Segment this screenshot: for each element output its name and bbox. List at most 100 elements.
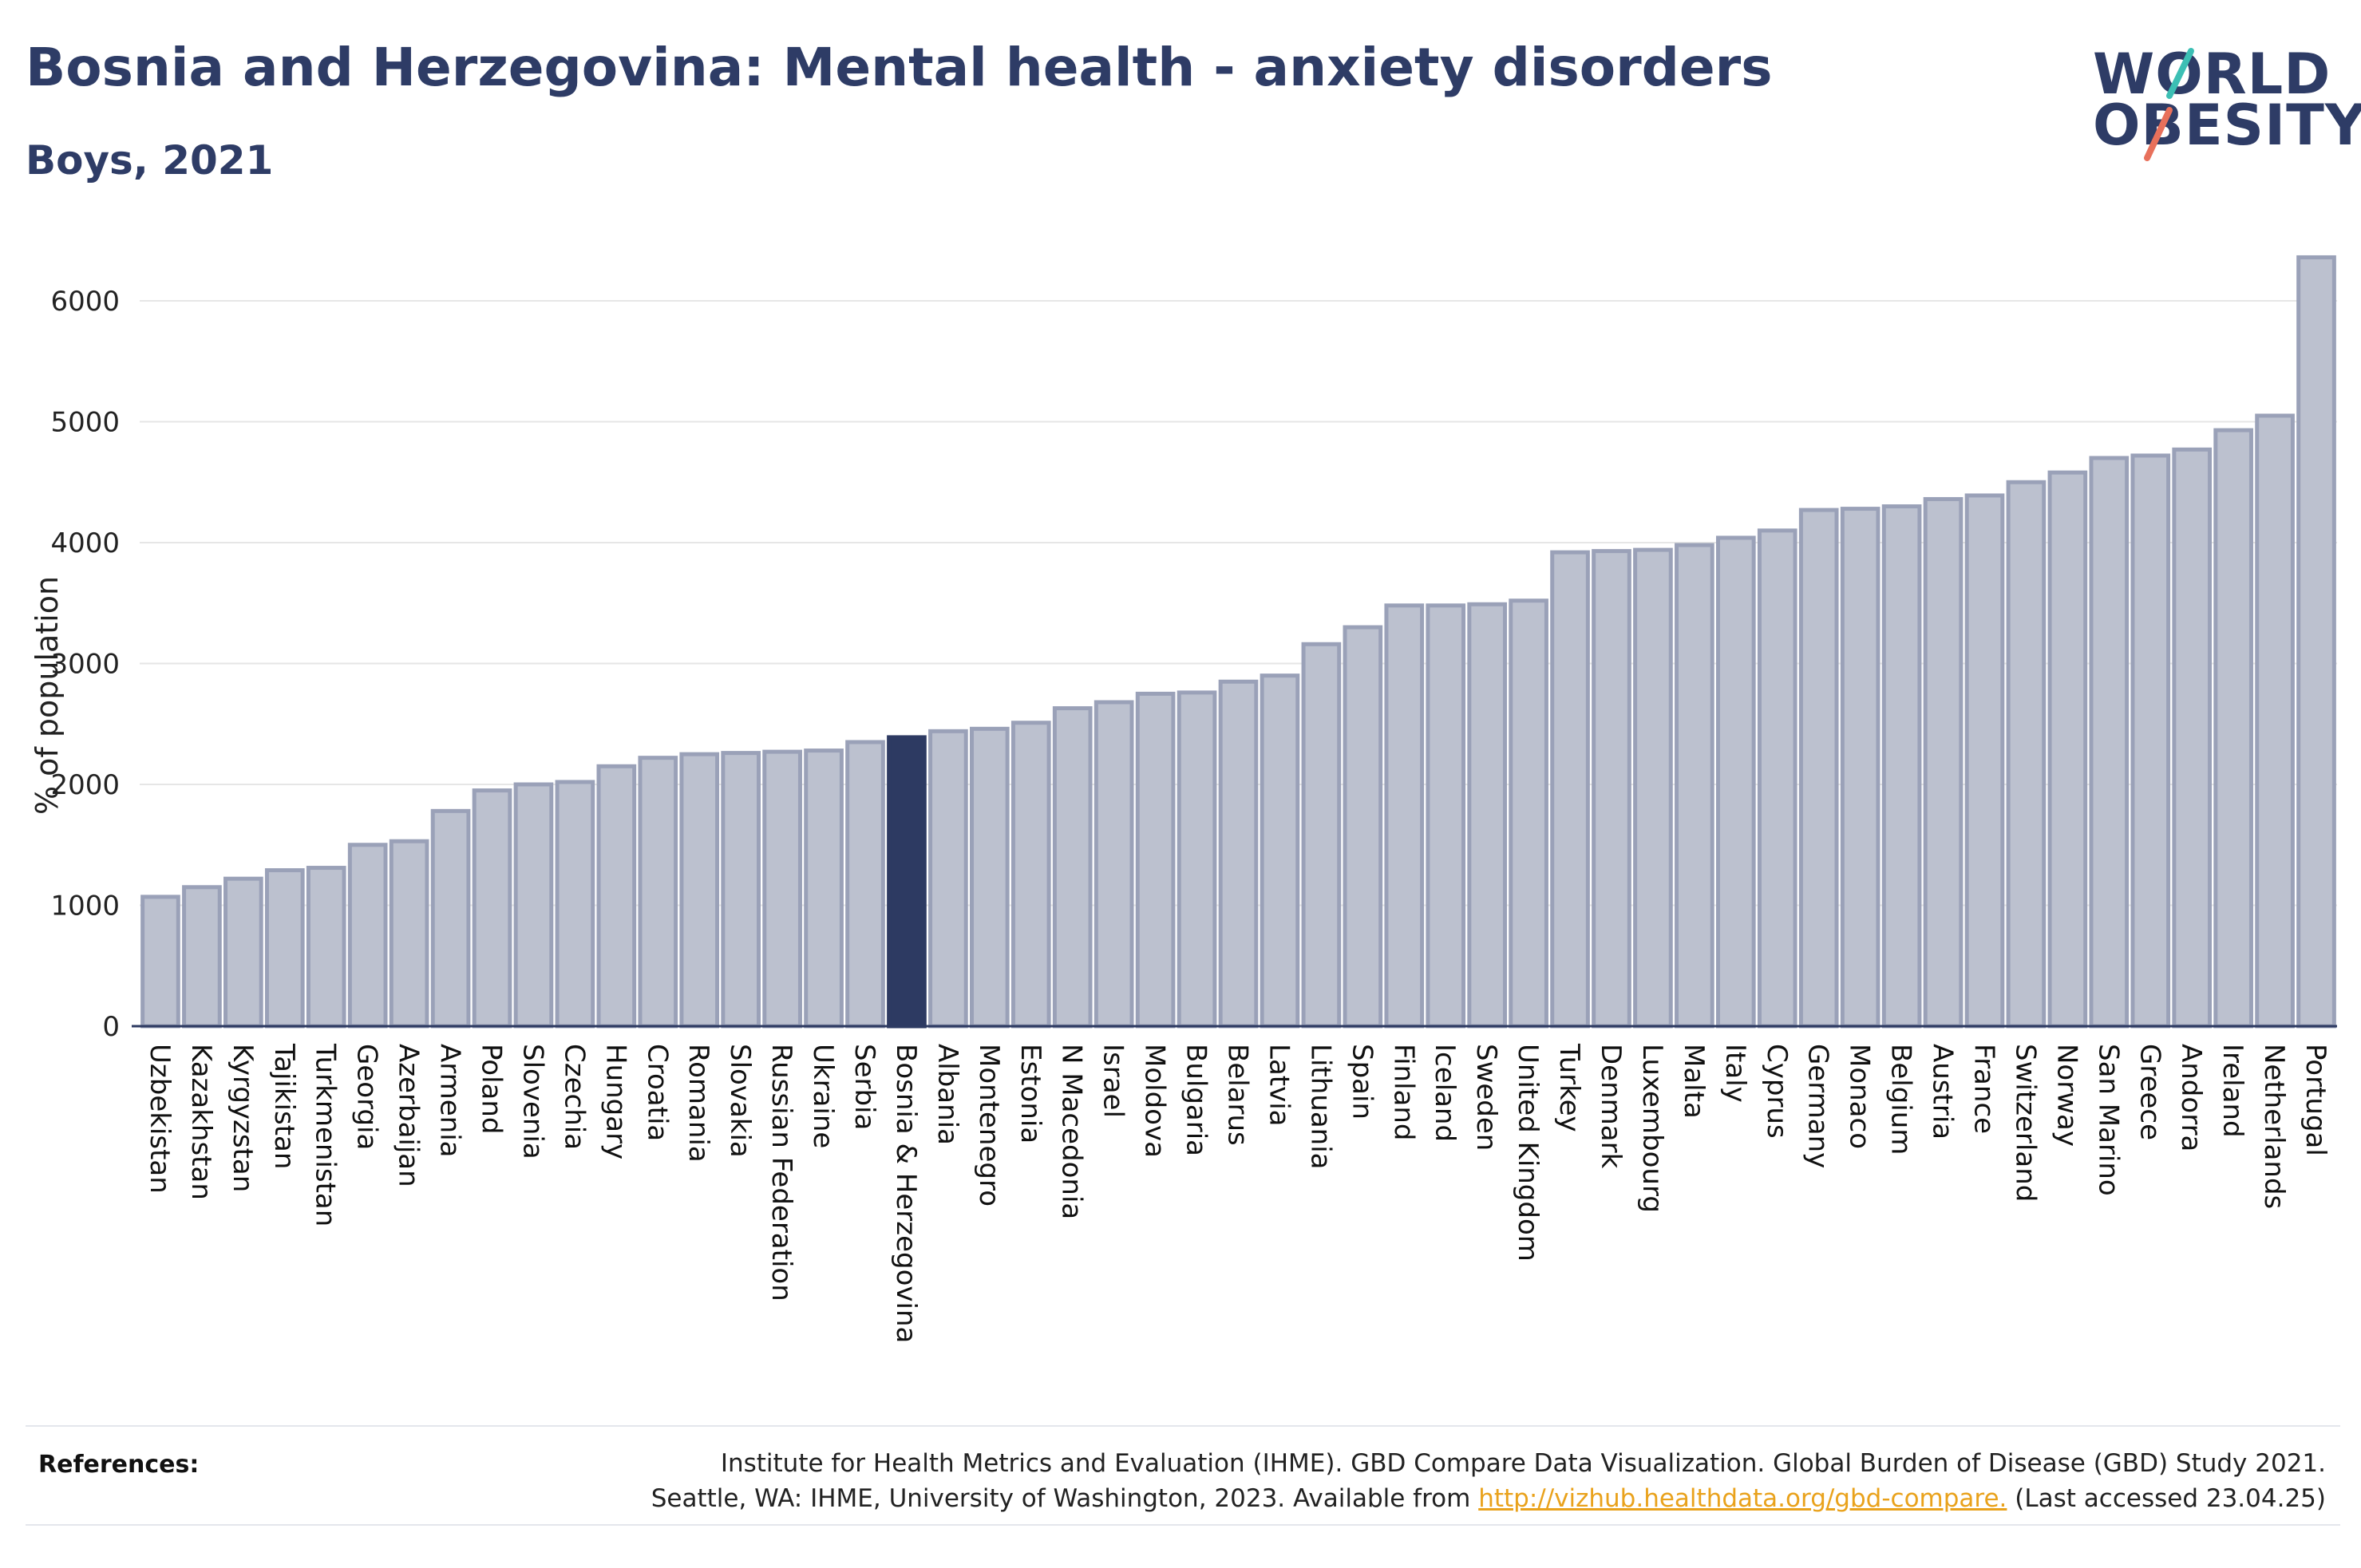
reference-link[interactable]: http://vizhub.healthdata.org/gbd-compare… (1478, 1484, 2007, 1513)
reference-prefix: Seattle, WA: IHME, University of Washing… (651, 1484, 1479, 1513)
bar (1923, 496, 1964, 1029)
bar (430, 808, 471, 1029)
y-tick-label: 5000 (50, 407, 120, 439)
x-tick-label: Malta (1678, 1044, 1710, 1119)
bar (1509, 598, 1548, 1029)
bar (140, 895, 180, 1029)
bar (1633, 547, 1673, 1029)
footer-divider-top (26, 1425, 2340, 1427)
bar (1384, 603, 1425, 1029)
x-tick-label: Iceland (1429, 1044, 1461, 1142)
x-tick-label: Sweden (1470, 1044, 1502, 1151)
bar (1010, 721, 1051, 1029)
y-tick-label: 1000 (50, 891, 120, 922)
x-tick-label: Serbia (848, 1044, 880, 1130)
x-tick-label: Denmark (1595, 1044, 1627, 1169)
bar-chart: 0 1000 2000 3000 4000 5000 6000 % of population… (30, 255, 2337, 1343)
x-tick-label: Austria (1927, 1044, 1959, 1139)
x-tick-label: Slovenia (516, 1044, 548, 1159)
reference-line-2: Seattle, WA: IHME, University of Washing… (410, 1481, 2326, 1516)
references-label: References: (38, 1451, 200, 1479)
x-tick-label: Switzerland (2009, 1044, 2041, 1202)
bar (2006, 480, 2047, 1029)
y-tick-label: 3000 (50, 649, 120, 681)
bar (264, 868, 305, 1029)
bar (804, 748, 844, 1029)
x-tick-label: Montenegro (973, 1044, 1005, 1207)
x-tick-label: Croatia (641, 1044, 673, 1141)
bar (596, 764, 637, 1029)
bar (1757, 528, 1797, 1029)
logo-slash-icon (2144, 48, 2194, 161)
bar (2047, 470, 2088, 1029)
bar (1301, 642, 1342, 1029)
x-tick-label: Belarus (1222, 1044, 1254, 1146)
bar (845, 740, 885, 1029)
x-tick-label: Slovakia (724, 1044, 756, 1158)
bar (1260, 673, 1300, 1029)
y-tick-label: 4000 (50, 527, 120, 559)
logo-text-world: WORLD (2093, 41, 2331, 107)
logo-text-obesity: OBESITY (2093, 93, 2361, 158)
x-tick-label: Hungary (599, 1044, 631, 1159)
bar (638, 756, 678, 1029)
x-tick-label: San Marino (2092, 1044, 2124, 1196)
bar (1550, 550, 1590, 1029)
bar (1840, 507, 1880, 1029)
x-tick-label: Bosnia & Herzegovina (890, 1044, 922, 1343)
bar (887, 735, 927, 1029)
x-tick-label: Portugal (2300, 1044, 2331, 1156)
bar (1467, 602, 1507, 1029)
bar (1135, 691, 1176, 1029)
bar (223, 876, 263, 1029)
x-tick-label: Ireland (2217, 1044, 2248, 1138)
x-tick-label: Ukraine (807, 1044, 839, 1148)
world-obesity-logo: WORLD OBESITY (2075, 32, 2361, 176)
bar (1093, 700, 1134, 1029)
bar (2172, 447, 2213, 1029)
bar (306, 866, 346, 1029)
x-tick-label: Albania (931, 1044, 963, 1145)
x-tick-label: Norway (2051, 1044, 2082, 1147)
bar (1052, 706, 1093, 1029)
bar (2213, 428, 2253, 1029)
bar (1881, 504, 1922, 1029)
bar (1592, 549, 1631, 1029)
x-tick-label: Georgia (351, 1044, 383, 1150)
reference-suffix: (Last accessed 23.04.25) (2007, 1484, 2326, 1513)
x-tick-label: Bulgaria (1180, 1044, 1212, 1156)
x-tick-label: Cyprus (1761, 1044, 1793, 1139)
x-tick-label: Italy (1719, 1044, 1751, 1103)
bar (970, 726, 1010, 1029)
x-tick-label: Greece (2134, 1044, 2165, 1140)
chart-title: Bosnia and Herzegovina: Mental health - … (26, 37, 1773, 98)
bar (928, 729, 968, 1029)
bar (2130, 453, 2171, 1029)
bar (1798, 508, 1839, 1029)
bar (555, 780, 595, 1029)
x-tick-label: Poland (476, 1044, 508, 1135)
chart-subtitle: Boys, 2021 (26, 137, 274, 184)
x-tick-label: Kyrgyzstan (227, 1044, 259, 1192)
bar (513, 782, 554, 1029)
x-tick-label: Azerbaijan (393, 1044, 425, 1187)
x-tick-label: Moldova (1139, 1044, 1171, 1158)
bar (1177, 690, 1217, 1029)
bar (472, 788, 512, 1029)
x-tick-label: Spain (1346, 1044, 1378, 1120)
x-tick-label: Andorra (2175, 1044, 2207, 1151)
x-tick-label: Turkey (1553, 1043, 1585, 1132)
bar (762, 749, 802, 1029)
bar (182, 885, 222, 1029)
x-tick-label: N Macedonia (1056, 1044, 1088, 1219)
bar (1675, 543, 1714, 1029)
bar (1964, 493, 2005, 1029)
bar (2255, 413, 2295, 1029)
x-tick-label: Armenia (434, 1044, 466, 1158)
x-tick-label: Uzbekistan (144, 1044, 176, 1194)
bar (1343, 625, 1383, 1029)
bar (1218, 679, 1259, 1029)
x-tick-label: Kazakhstan (185, 1044, 217, 1200)
x-tick-label: Tajikistan (268, 1043, 300, 1169)
x-tick-label: Russian Federation (765, 1044, 797, 1301)
